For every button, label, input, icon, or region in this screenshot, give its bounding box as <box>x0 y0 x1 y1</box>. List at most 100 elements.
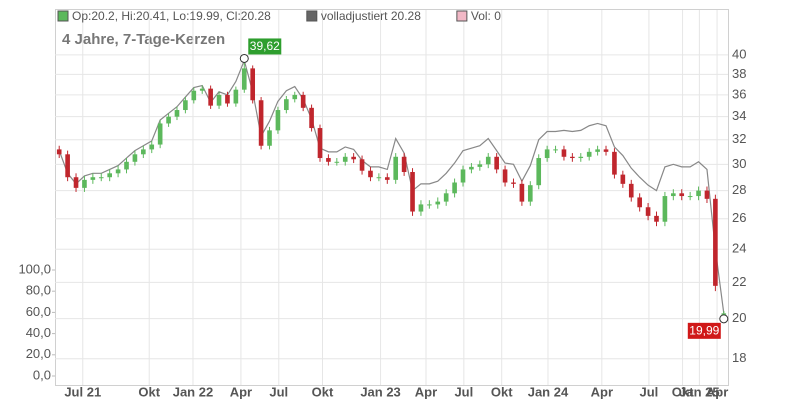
candle-body <box>250 68 256 101</box>
y-tick-label: 20 <box>732 310 746 325</box>
annotation-marker <box>719 314 729 324</box>
candle-body <box>393 156 399 180</box>
y-tick-label: 28 <box>732 182 746 197</box>
candle-body <box>174 110 180 117</box>
candle-body <box>225 94 230 104</box>
candle-body <box>267 130 272 146</box>
candle-body <box>82 179 87 188</box>
candle-body <box>241 68 247 90</box>
candle-body <box>351 156 356 160</box>
candle-body <box>570 156 575 159</box>
candle-body <box>359 159 365 171</box>
candle-body <box>527 185 533 202</box>
candle-body <box>460 169 466 183</box>
chart-subtitle: 4 Jahre, 7-Tage-Kerzen <box>62 31 225 48</box>
candle-body <box>166 116 171 124</box>
candle-body <box>586 151 592 157</box>
candle-body <box>637 197 642 208</box>
candle-body <box>578 156 584 159</box>
candle-body <box>662 196 668 222</box>
x-tick-label: Jul <box>269 384 288 399</box>
candle-body <box>183 100 188 111</box>
y-tick-label: 22 <box>732 274 746 289</box>
y-tick-label: 36 <box>732 86 746 101</box>
y-tick-label: 24 <box>732 241 746 256</box>
candle-body <box>511 182 516 184</box>
candle-body <box>115 169 121 174</box>
candle-body <box>679 193 685 197</box>
candle-body <box>654 215 659 222</box>
y-tick-label: 34 <box>732 108 746 123</box>
candle-body <box>494 156 499 170</box>
candle-body <box>519 183 525 202</box>
y-tick-label: 30 <box>732 156 746 171</box>
x-tick-label: Jan 24 <box>528 384 569 399</box>
x-tick-label: Jul <box>640 384 659 399</box>
candle-body <box>107 173 112 178</box>
y-tick-label: 18 <box>732 350 746 365</box>
candle-body <box>191 90 197 101</box>
candle-body <box>704 190 710 199</box>
x-tick-label: Apr <box>415 384 437 399</box>
candle-body <box>612 151 617 175</box>
y-tick-label: 32 <box>732 131 746 146</box>
candle-body <box>645 207 651 216</box>
candle-body <box>73 177 79 188</box>
volume-tick-label: 80,0 <box>26 283 51 298</box>
candle-body <box>124 161 129 170</box>
candle-body <box>292 94 298 100</box>
candle-body <box>334 161 340 163</box>
annotation-label: 19,99 <box>689 324 719 338</box>
candle-body <box>435 201 441 205</box>
candle-body <box>713 198 718 286</box>
volume-tick-label: 0,0 <box>33 367 51 382</box>
volume-tick-label: 40,0 <box>26 325 51 340</box>
x-tick-label: Okt <box>672 384 694 399</box>
candle-body <box>553 149 558 151</box>
annotation-tag <box>687 322 721 339</box>
candle-body <box>401 156 407 173</box>
candle-body <box>284 99 289 111</box>
candle-body <box>671 193 676 197</box>
candle-body <box>376 177 382 179</box>
candle-body <box>342 156 348 162</box>
x-tick-label: Jan 22 <box>173 384 213 399</box>
candle-body <box>443 193 449 202</box>
candle-body <box>696 190 701 197</box>
x-tick-label: Okt <box>491 384 513 399</box>
x-tick-label: Jan 25 <box>679 384 719 399</box>
legend-label: Op:20.2, Hi:20.41, Lo:19.99, Cl:20.28 <box>72 9 271 23</box>
candle-body <box>300 94 306 108</box>
y-tick-label: 26 <box>732 210 746 225</box>
candle-body <box>536 158 542 186</box>
x-tick-label: Jan 23 <box>360 384 400 399</box>
legend-swatch <box>57 10 69 22</box>
candle-body <box>384 177 390 180</box>
x-tick-label: Okt <box>138 384 160 399</box>
candle-body <box>132 154 138 162</box>
legend-swatch <box>456 10 468 22</box>
candle-body <box>233 89 239 104</box>
volume-tick-label: 100,0 <box>18 261 51 276</box>
candle-body <box>452 182 457 194</box>
candle-body <box>687 196 693 198</box>
candle-body <box>485 156 491 165</box>
candle-body <box>326 158 331 162</box>
candle-body <box>258 100 264 146</box>
candle-body <box>469 166 474 170</box>
candle-body <box>98 177 104 179</box>
candle-body <box>410 172 415 212</box>
candle-body <box>56 149 62 155</box>
candle-body <box>502 169 508 183</box>
candle-body <box>157 123 163 145</box>
candle-body <box>90 177 96 180</box>
legend-label: Vol: 0 <box>471 9 501 23</box>
candle-body <box>317 128 323 159</box>
candle-body <box>628 183 634 198</box>
legend-swatch <box>306 10 318 22</box>
candle-body <box>603 149 609 152</box>
x-tick-label: Apr <box>591 384 613 399</box>
y-tick-label: 40 <box>732 46 746 61</box>
adjusted-line <box>58 58 725 314</box>
